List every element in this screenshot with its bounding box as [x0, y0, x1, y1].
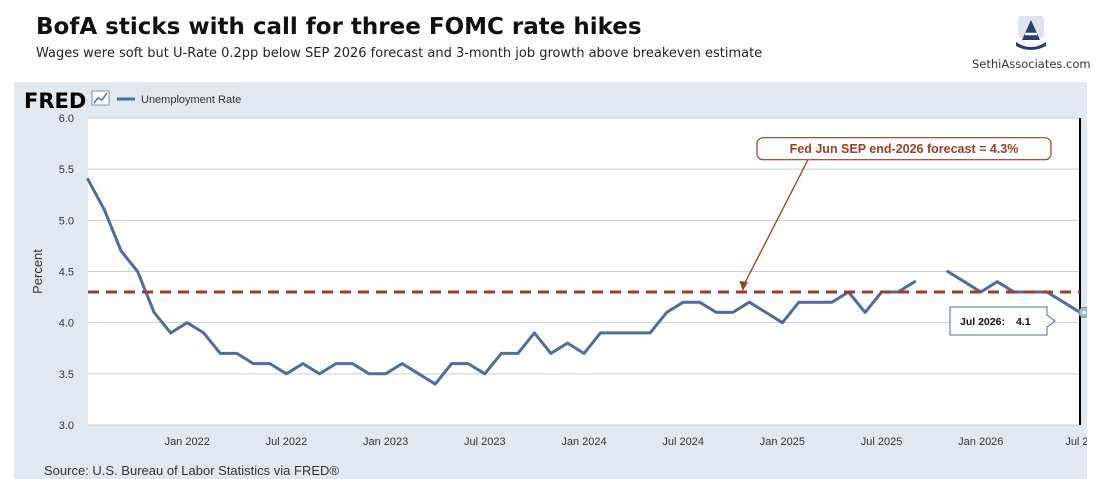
chart-title: BofA sticks with call for three FOMC rat…: [36, 14, 642, 40]
y-tick-label: 3.0: [59, 420, 74, 432]
x-axis-ticks: Jan 2022 Jul 2022 Jan 2023 Jul 2023 Jan 2024…: [165, 118, 1087, 448]
hover-tooltip: Jul 2026: 4.1: [949, 306, 1087, 336]
annotation-arrow: [744, 159, 809, 284]
x-tick-label: Jan 2022: [165, 436, 210, 448]
tooltip-value: 4.1: [1016, 316, 1031, 328]
tooltip-date: Jul 2026:: [960, 316, 1005, 328]
x-tick-label: Jul 2024: [662, 436, 704, 448]
x-tick-label: Jul 2025: [861, 436, 903, 448]
x-tick-label: Jan 2024: [561, 436, 606, 448]
tooltip-pointer-mask: [1046, 316, 1048, 326]
fred-chart-panel: FRED Unemployment Rate 3.0 3.5 4.0 4.5 5.0 5.…: [14, 82, 1087, 479]
y-tick-label: 4.0: [59, 318, 74, 330]
unemployment-chart: FRED Unemployment Rate 3.0 3.5 4.0 4.5 5.0 5.…: [24, 89, 1087, 478]
x-tick-label: Jan 2026: [958, 436, 1003, 448]
sethi-associates-logo-icon: [1016, 16, 1046, 50]
x-tick-label: Jan 2025: [760, 436, 805, 448]
y-tick-label: 6.0: [59, 113, 74, 125]
legend-label: Unemployment Rate: [141, 94, 241, 106]
y-tick-label: 4.5: [59, 267, 74, 279]
y-axis-ticks: 3.0 3.5 4.0 4.5 5.0 5.5 6.0: [59, 113, 74, 432]
chart-subtitle: Wages were soft but U-Rate 0.2pp below S…: [36, 46, 763, 61]
y-tick-label: 5.0: [59, 215, 74, 227]
fred-graph-icon: [91, 90, 110, 106]
forecast-annotation-label: Fed Jun SEP end-2026 forecast = 4.3%: [790, 142, 1019, 156]
gridlines: [88, 117, 1080, 426]
x-tick-label: Jan 2023: [363, 436, 408, 448]
forecast-annotation: Fed Jun SEP end-2026 forecast = 4.3%: [739, 137, 1052, 291]
x-tick-label: Jul 2022: [266, 436, 308, 448]
y-axis-label: Percent: [30, 249, 45, 294]
series-segment: [86, 177, 917, 386]
hover-marker-dot: [1082, 310, 1086, 315]
annotation-arrowhead: [739, 280, 748, 291]
x-tick-label: Jul 2023: [464, 436, 506, 448]
y-tick-label: 5.5: [59, 164, 74, 176]
y-tick-label: 3.5: [59, 369, 74, 381]
fred-logo: FRED: [24, 89, 86, 113]
brand-name: SethiAssociates.com: [972, 57, 1091, 71]
source-note: Source: U.S. Bureau of Labor Statistics …: [44, 463, 339, 478]
x-tick-label: Jul 20: [1065, 436, 1087, 448]
